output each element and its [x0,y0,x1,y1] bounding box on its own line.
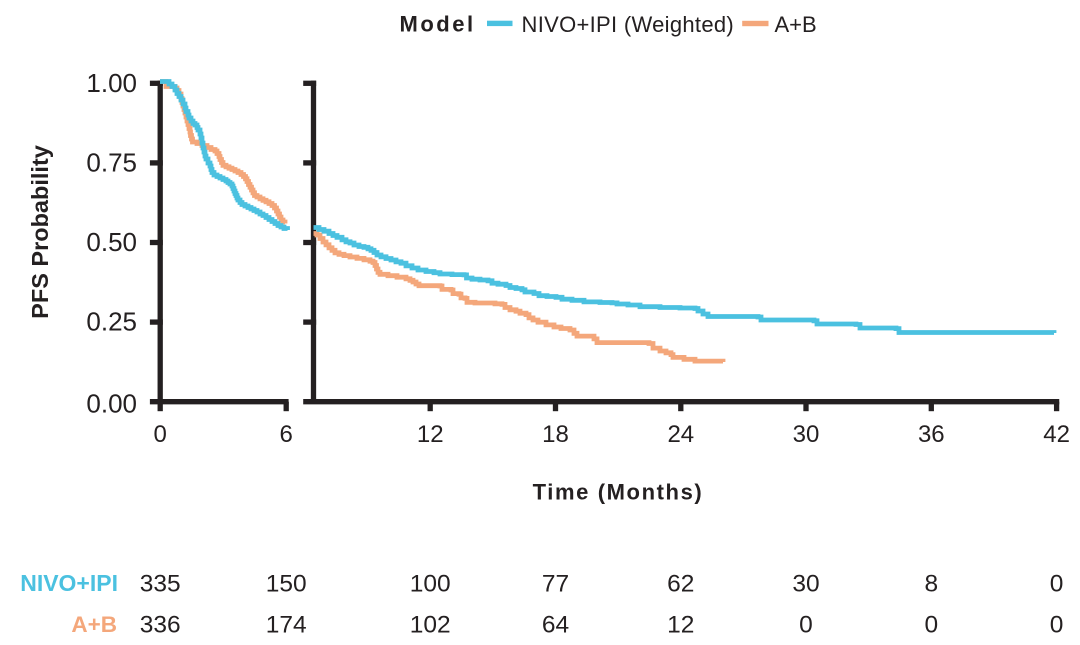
svg-text:A+B: A+B [775,12,817,37]
svg-text:0.25: 0.25 [86,307,137,337]
svg-text:102: 102 [410,612,451,639]
svg-text:18: 18 [542,421,569,448]
svg-text:A+B: A+B [71,612,117,637]
svg-text:30: 30 [793,421,820,448]
svg-text:77: 77 [542,571,569,598]
svg-text:6: 6 [280,421,293,448]
svg-text:42: 42 [1043,421,1070,448]
svg-text:PFS Probability: PFS Probability [27,145,53,319]
svg-text:Time (Months): Time (Months) [533,480,704,505]
svg-text:335: 335 [140,571,181,598]
svg-text:NIVO+IPI: NIVO+IPI [20,570,118,596]
svg-text:0.50: 0.50 [86,227,137,257]
svg-text:0: 0 [799,612,813,639]
svg-text:100: 100 [410,571,451,598]
svg-text:Model: Model [400,12,476,37]
svg-text:0: 0 [154,421,167,448]
svg-text:1.00: 1.00 [86,68,137,98]
svg-text:0.75: 0.75 [86,148,137,178]
svg-text:0: 0 [1050,612,1064,639]
svg-text:336: 336 [140,612,181,639]
svg-text:0: 0 [924,612,938,639]
svg-text:30: 30 [792,571,819,598]
svg-text:64: 64 [542,612,569,639]
svg-text:8: 8 [924,571,938,598]
svg-text:174: 174 [266,612,307,639]
svg-text:24: 24 [667,421,694,448]
svg-text:0: 0 [1050,571,1064,598]
svg-text:36: 36 [918,421,945,448]
svg-text:62: 62 [667,571,694,598]
svg-text:12: 12 [417,421,444,448]
svg-text:12: 12 [667,612,694,639]
svg-text:0.00: 0.00 [86,389,137,419]
svg-text:150: 150 [266,571,307,598]
svg-text:NIVO+IPI (Weighted): NIVO+IPI (Weighted) [522,12,735,37]
